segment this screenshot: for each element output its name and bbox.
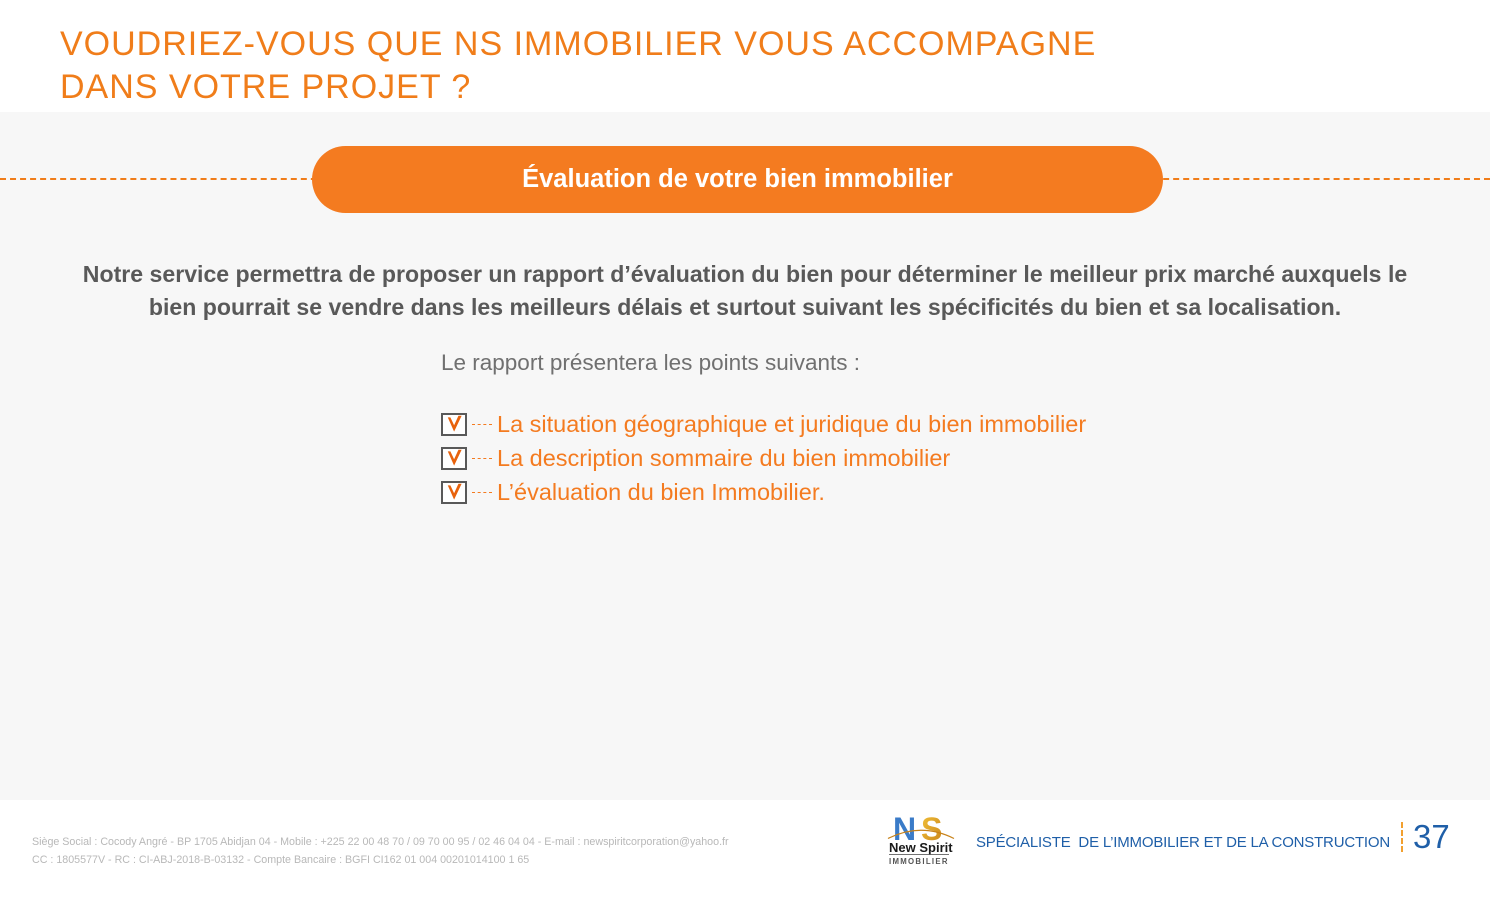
svg-text:New Spirit: New Spirit bbox=[889, 840, 953, 855]
svg-text:VOUDRIEZ-VOUS QUE NS IMMOBILIE: VOUDRIEZ-VOUS QUE NS IMMOBILIER VOUS ACC… bbox=[60, 25, 1096, 63]
svg-text:DANS VOTRE PROJET ?: DANS VOTRE PROJET ? bbox=[60, 68, 471, 106]
svg-text:IMMOBILIER: IMMOBILIER bbox=[889, 857, 949, 866]
